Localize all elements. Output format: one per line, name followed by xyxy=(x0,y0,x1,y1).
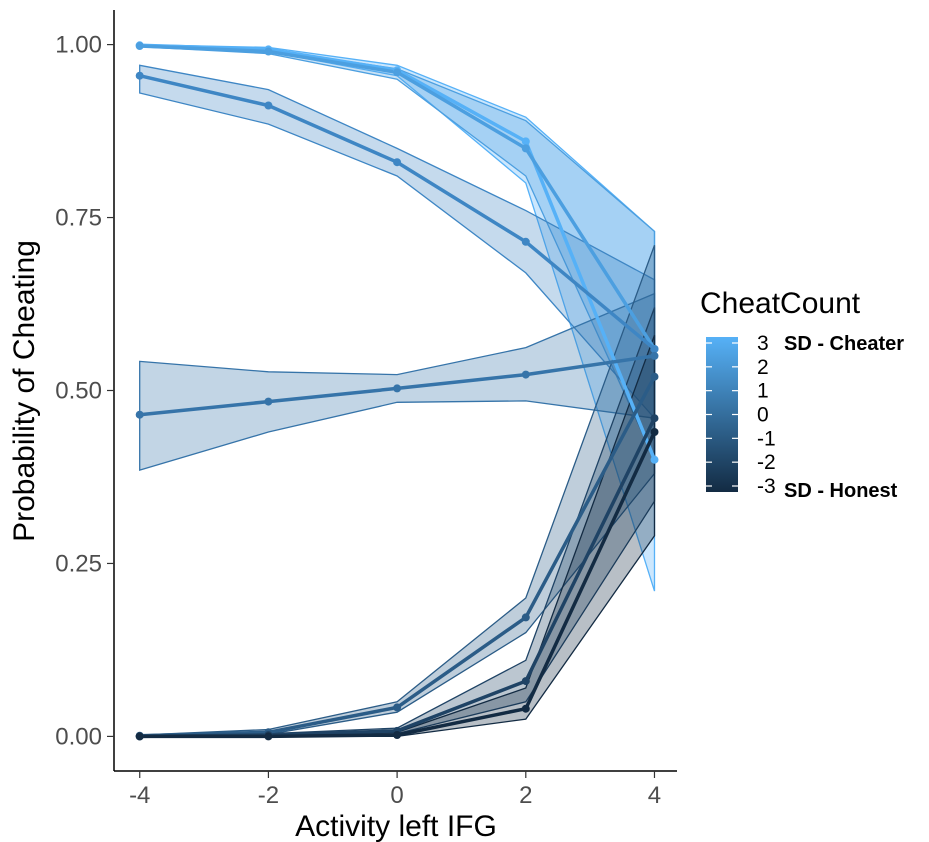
y-axis-title: Probability of Cheating xyxy=(8,240,41,542)
legend-label: -3 xyxy=(757,475,776,498)
point-cheatcount--1-x0 xyxy=(393,703,402,712)
x-tick-label: 2 xyxy=(519,782,532,809)
point-cheatcount--1-x4 xyxy=(650,372,659,381)
y-axis-ticks: 0.00 0.25 0.50 0.75 1.00 xyxy=(55,32,114,750)
point-cheatcount--3-x4 xyxy=(650,428,659,436)
x-tick-label: -2 xyxy=(258,782,279,809)
point-cheatcount--3-x-2 xyxy=(264,732,273,741)
legend-title: CheatCount xyxy=(700,287,861,320)
point-cheatcount-0-x4 xyxy=(650,351,659,360)
point-cheatcount-1-x4 xyxy=(650,345,659,353)
point-cheatcount-1-x-4 xyxy=(135,71,144,80)
series-points xyxy=(135,41,659,741)
x-tick-label: 0 xyxy=(390,782,403,809)
legend-label: -2 xyxy=(757,451,776,474)
point-cheatcount-1-x-2 xyxy=(264,101,273,110)
point-cheatcount--2-x4 xyxy=(650,414,659,423)
point-cheatcount-2-x-4 xyxy=(135,42,144,50)
point-cheatcount-0-x2 xyxy=(521,370,530,379)
point-cheatcount--2-x2 xyxy=(521,677,530,686)
plot-area xyxy=(135,41,659,741)
point-cheatcount-3-x2 xyxy=(521,137,530,146)
x-axis-title: Activity left IFG xyxy=(295,810,497,842)
point-cheatcount--1-x2 xyxy=(521,613,530,622)
x-tick-label: -4 xyxy=(129,782,150,809)
point-cheatcount-0-x-2 xyxy=(264,397,273,406)
point-cheatcount-2-x-2 xyxy=(264,47,273,56)
y-tick-label: 0.50 xyxy=(55,378,102,405)
legend-top-annotation: SD - Cheater xyxy=(784,333,904,355)
point-cheatcount-1-x0 xyxy=(393,158,402,167)
x-tick-label: 4 xyxy=(648,782,661,809)
y-tick-label: 1.00 xyxy=(55,32,102,59)
y-tick-label: 0.75 xyxy=(55,205,102,232)
point-cheatcount-1-x2 xyxy=(521,237,530,246)
point-cheatcount--3-x2 xyxy=(521,704,530,713)
point-cheatcount-2-x2 xyxy=(521,144,530,153)
point-cheatcount--3-x0 xyxy=(393,731,402,739)
point-cheatcount-0-x-4 xyxy=(135,410,144,419)
legend-bottom-annotation: SD - Honest xyxy=(784,480,898,502)
point-cheatcount-3-x4 xyxy=(650,455,659,464)
legend-label: 0 xyxy=(757,404,769,427)
point-cheatcount-0-x0 xyxy=(393,384,402,393)
y-tick-label: 0.00 xyxy=(55,723,102,750)
x-axis-ticks: -4 -2 0 2 4 xyxy=(129,771,661,809)
legend-label: 1 xyxy=(757,380,769,403)
point-cheatcount-2-x0 xyxy=(393,68,402,77)
legend-label: 2 xyxy=(757,356,769,379)
legend-label: -1 xyxy=(757,427,776,450)
point-cheatcount--3-x-4 xyxy=(135,732,144,741)
y-tick-label: 0.25 xyxy=(55,550,102,577)
legend-label: 3 xyxy=(757,332,769,355)
